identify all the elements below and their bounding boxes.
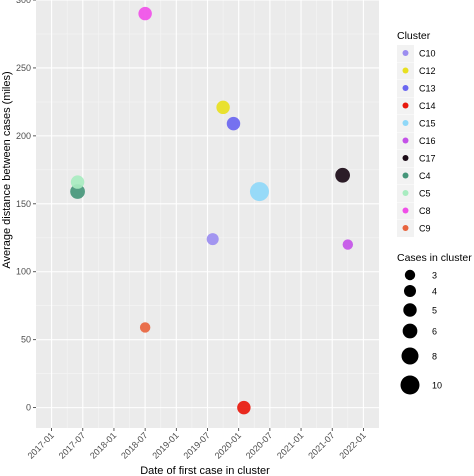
y-tick-label: 300 [16, 0, 31, 5]
size-swatch [400, 375, 420, 395]
point-c13 [226, 116, 241, 131]
size-swatch [403, 303, 417, 317]
size-swatch [403, 284, 417, 298]
legend-label-c12: C12 [419, 66, 436, 76]
y-axis-title: Average distance between cases (miles) [1, 71, 13, 268]
legend-swatch-c16 [402, 137, 409, 144]
point-c12 [216, 100, 230, 115]
x-tick-label: 2020-01 [213, 430, 243, 460]
legend-swatch-c5 [402, 190, 409, 196]
size-swatch [404, 269, 416, 281]
point-c17 [335, 167, 350, 183]
legend-swatch-c17 [402, 155, 409, 161]
y-tick-label: 150 [16, 199, 31, 209]
x-tick-label: 2017-01 [26, 430, 56, 460]
x-tick-label: 2019-01 [150, 430, 180, 460]
point-c4 [70, 184, 85, 199]
x-axis: 2017-01 2017-07 2018-01 2018-07 2019-01 2019-… [26, 428, 368, 461]
point-c5 [70, 175, 85, 189]
gridlines [36, 0, 379, 428]
legend-label-c13: C13 [419, 84, 436, 94]
x-tick-label: 2017-07 [57, 430, 87, 460]
y-tick-label: 50 [21, 335, 31, 345]
x-tick-label: 2018-01 [88, 430, 118, 460]
y-tick-label: 100 [16, 267, 31, 277]
size-label: 8 [432, 352, 437, 362]
size-swatch [401, 347, 419, 365]
point-c8 [138, 6, 152, 21]
size-label: 4 [432, 287, 437, 297]
legend-swatch-c12 [402, 67, 409, 74]
legend-swatch-c15 [402, 120, 409, 126]
legend-swatch-c13 [402, 85, 409, 91]
legend-label-c15: C15 [419, 119, 436, 129]
legend-swatch-c8 [402, 207, 409, 214]
size-label: 6 [432, 327, 437, 337]
size-swatch [402, 323, 418, 339]
legend-swatch-c9 [402, 225, 409, 231]
x-tick-label: 2021-07 [306, 430, 336, 460]
cases-legend: Cases in cluster 3 4 5 6 8 10 [397, 252, 472, 395]
legend-swatch-c14 [402, 102, 409, 109]
x-axis-title: Date of first case in cluster [140, 465, 270, 476]
y-axis: 0 50 100 150 200 250 300 [16, 0, 36, 413]
legend-label-c17: C17 [419, 154, 436, 164]
legend-label-c9: C9 [419, 224, 431, 234]
x-tick-label: 2022-01 [337, 430, 367, 460]
size-label: 10 [432, 381, 442, 391]
legend-swatch-c10 [402, 50, 409, 56]
cluster-legend-title: Cluster [397, 30, 431, 42]
legend-label-c4: C4 [419, 171, 431, 181]
size-label: 5 [432, 306, 437, 316]
legend-label-c16: C16 [419, 136, 436, 146]
y-tick-label: 200 [16, 131, 31, 141]
y-tick-label: 250 [16, 63, 31, 73]
point-c15 [249, 182, 269, 202]
legend-label-c8: C8 [419, 206, 431, 216]
legend-label-c14: C14 [419, 101, 436, 111]
y-tick-label: 0 [26, 403, 31, 413]
legend-label-c10: C10 [419, 49, 436, 59]
legend-label-c5: C5 [419, 189, 431, 199]
point-c14 [237, 400, 251, 415]
x-tick-label: 2021-01 [275, 430, 305, 460]
x-tick-label: 2020-07 [244, 430, 274, 460]
data-points [70, 6, 354, 415]
point-c16 [342, 239, 354, 250]
x-tick-label: 2018-07 [119, 430, 149, 460]
cases-legend-title: Cases in cluster [397, 252, 472, 264]
point-c9 [139, 322, 151, 333]
x-tick-label: 2019-07 [181, 430, 211, 460]
cluster-legend: Cluster C10 C12 C13 C14 C15 C16 C17 C4 C5 C8 C9 [397, 30, 436, 237]
point-c10 [206, 233, 219, 246]
size-label: 3 [432, 271, 437, 281]
legend-swatch-c4 [402, 172, 409, 179]
